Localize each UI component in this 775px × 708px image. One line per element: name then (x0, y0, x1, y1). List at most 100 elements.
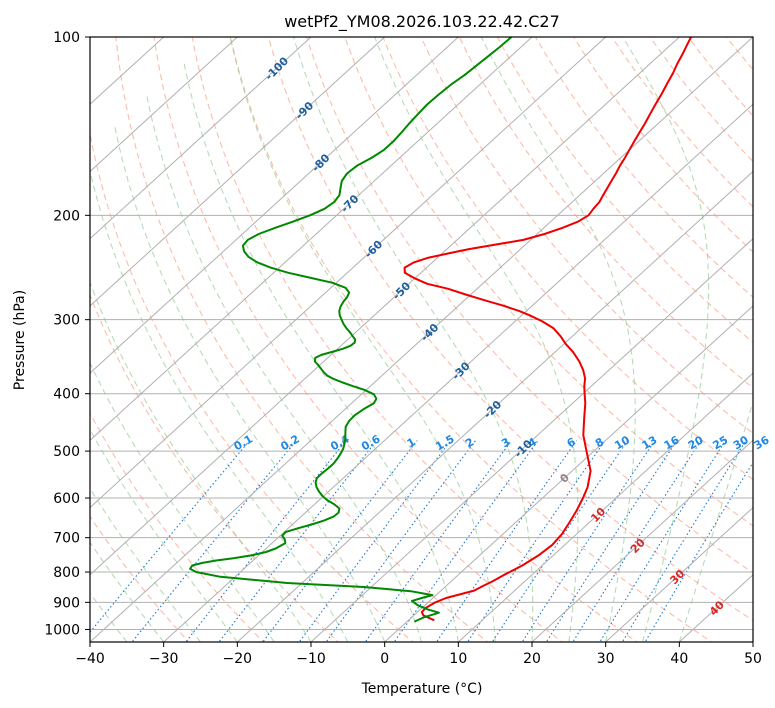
dry-adiabat-line (344, 37, 753, 527)
isotherm-grid-line (457, 372, 753, 642)
mixing-ratio-label: 2 (463, 435, 476, 450)
x-tick-label: 0 (380, 651, 389, 667)
y-tick-label: 100 (53, 30, 80, 46)
mixing-ratio-line (393, 440, 539, 642)
moist-adiabat-line (480, 37, 636, 642)
mixing-ratio-label: 30 (731, 433, 751, 452)
isotherm-grid-line (236, 170, 753, 642)
mixing-ratio-label: 0.2 (278, 432, 301, 453)
moist-adiabat-line (183, 61, 459, 642)
x-tick-label: −40 (75, 651, 105, 667)
mixing-ratio-label: 16 (662, 433, 682, 452)
mixing-ratio-line (364, 440, 512, 642)
isotherm-grid-line (310, 237, 753, 642)
mixing-ratio-labels: 0.1 0.2 0.4 0.6 1 1.5 2 3 4 6 8 10 13 16 20 25 30 36 (232, 432, 772, 453)
x-tick-label: 40 (670, 651, 688, 667)
y-tick-label: 500 (53, 444, 80, 460)
moist-adiabat-line (374, 37, 579, 642)
dry-adiabat-line (725, 37, 753, 71)
y-tick-label: 800 (53, 565, 80, 581)
mixing-ratio-label: 0.1 (232, 432, 255, 453)
x-tick-label: 50 (744, 651, 762, 667)
moist-adiabat-line (293, 37, 534, 642)
plot-grid (90, 37, 753, 642)
isotherm-grid-line (90, 37, 386, 307)
mixing-ratio-line (466, 440, 606, 642)
mixing-ratio-line (599, 440, 727, 642)
mixing-ratio-line (491, 440, 629, 642)
mixing-ratio-line (521, 440, 656, 642)
mixing-ratio-label: 6 (565, 435, 578, 450)
mixing-ratio-label: 1 (405, 435, 418, 450)
x-tick-label: 10 (449, 651, 467, 667)
mixing-ratio-label: 10 (612, 433, 632, 452)
mixing-ratio-line (644, 461, 753, 642)
moist-adiabat-line (90, 592, 128, 642)
moist-adiabat-line (622, 37, 710, 642)
moist-adiabat-line (90, 168, 349, 642)
isotherm-grid-line (531, 439, 753, 642)
mixing-ratio-line (262, 440, 418, 642)
dry-adiabat-line (115, 37, 489, 642)
y-tick-label: 400 (53, 387, 80, 403)
isotherm-grid-line (90, 37, 753, 642)
plot-frame (89, 36, 754, 643)
x-tick-label: 20 (523, 651, 541, 667)
mixing-ratio-label: 13 (640, 433, 660, 452)
mixing-ratio-line (298, 440, 452, 642)
y-tick-label: 900 (53, 595, 80, 611)
dry-adiabat-line (267, 37, 753, 622)
dewpoint-profile-line (189, 37, 513, 623)
dry-adiabat-line (153, 37, 564, 642)
isotherm-grid-line (605, 506, 753, 642)
isotherm-grid-line (90, 37, 238, 173)
dry-adiabat-line (420, 37, 753, 435)
dry-adiabat-line (306, 37, 753, 574)
x-tick-label: 30 (597, 651, 615, 667)
dry-adiabat-line (534, 37, 753, 298)
mixing-ratio-label: 8 (593, 435, 606, 450)
dry-adiabat-line (90, 412, 265, 642)
y-axis-label: Pressure (hPa) (12, 290, 28, 390)
sounding-profiles (189, 37, 692, 623)
isotherm-grid-line (384, 305, 753, 642)
y-tick-label: 600 (53, 491, 80, 507)
y-tick-label: 700 (53, 531, 80, 547)
x-tick-label: −30 (149, 651, 179, 667)
mixing-ratio-line (572, 440, 702, 642)
y-axis-ticks: 1000 900 800 700 600 500 400 300 200 100 (44, 30, 90, 638)
mixing-ratio-label: 0.4 (328, 432, 352, 453)
mixing-ratio-line (545, 440, 678, 642)
dry-adiabat-line (754, 24, 775, 645)
dry-adiabat-line (687, 37, 753, 117)
temperature-profile-line (403, 37, 692, 622)
mixing-ratio-label: 20 (686, 433, 706, 452)
y-tick-label: 1000 (44, 622, 80, 638)
mixing-ratio-label: 0.6 (359, 432, 383, 453)
moist-adiabat-line (90, 487, 201, 642)
x-axis-label: Temperature (°C) (361, 681, 483, 697)
mixing-ratio-line (185, 440, 347, 642)
y-tick-label: 300 (53, 313, 80, 329)
mixing-ratio-label: 1.5 (433, 432, 456, 453)
isotherm-grid-line (163, 103, 753, 642)
mixing-ratio-line (218, 440, 378, 642)
moist-adiabat-line (146, 96, 423, 642)
moist-adiabat-line (90, 428, 238, 642)
mixing-ratio-label: 25 (711, 433, 731, 452)
moist-adiabat-line (90, 280, 312, 642)
mixing-ratio-label: 36 (752, 433, 772, 452)
x-axis-ticks: −40 −30 −20 −10 0 10 20 30 40 50 (75, 642, 762, 667)
mixing-ratio-line (131, 440, 297, 642)
moist-adiabat-line (90, 541, 165, 642)
mixing-ratio-line (621, 440, 747, 642)
background-reference-lines (90, 24, 775, 645)
isotherm-grid-line (90, 37, 680, 576)
dry-adiabat-line (649, 37, 753, 163)
x-tick-label: −10 (296, 651, 326, 667)
isotherm-grid-line (90, 37, 459, 374)
chart-title: wetPf2_YM08.2026.103.22.42.C27 (284, 12, 560, 32)
isotherm-grid-line (752, 641, 753, 642)
